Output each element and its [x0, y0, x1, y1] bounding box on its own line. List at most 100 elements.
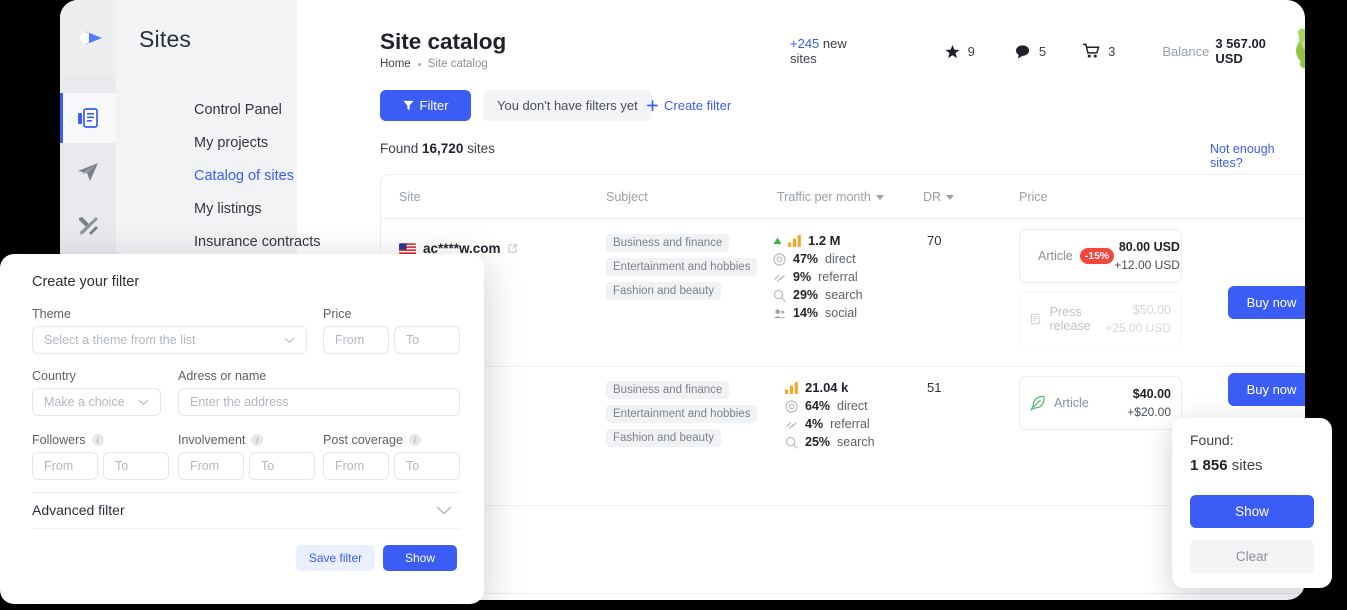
link-icon: [786, 421, 797, 429]
buy-now-button[interactable]: Buy now: [1228, 373, 1305, 406]
table-row[interactable]: [381, 506, 1305, 593]
chevron-down-icon: [138, 399, 149, 405]
messages-count: 5: [1038, 43, 1047, 59]
filter-button-label: Filter: [419, 98, 449, 113]
followers-label-text: Followers: [32, 433, 86, 447]
balance-dropdown[interactable]: Balance 3 567.00 USD: [1162, 36, 1305, 66]
followers-from-input[interactable]: From: [32, 452, 98, 480]
found-suffix: sites: [463, 141, 495, 156]
country-select[interactable]: Make a choice: [32, 388, 161, 416]
brand-logo[interactable]: [60, 0, 116, 76]
sidebar-item-control-panel[interactable]: Control Panel: [116, 93, 297, 126]
not-enough-sites-link[interactable]: Not enough sites?: [1210, 142, 1275, 170]
balance-value: 3 567.00 USD: [1215, 36, 1266, 66]
price-to-input[interactable]: To: [394, 326, 460, 354]
post-coverage-label: Post coverage i: [323, 433, 421, 447]
sidebar-item-insurance-contracts[interactable]: Insurance contracts: [116, 225, 321, 258]
no-filters-chip: You don't have filters yet: [483, 90, 652, 121]
sites-table: Site Subject Traffic per month DR Price: [380, 174, 1305, 594]
info-icon[interactable]: i: [91, 434, 104, 446]
price-label-text: Price: [323, 307, 352, 321]
app-window: Sites Control Panel My projects Catalog …: [60, 0, 1305, 600]
target-icon: [773, 252, 786, 266]
funnel-icon: [403, 100, 414, 111]
price-from-input[interactable]: From: [323, 326, 389, 354]
post-coverage-to-input[interactable]: To: [394, 452, 460, 480]
followers-to-input[interactable]: To: [103, 452, 169, 480]
traffic-bars-icon: [785, 381, 798, 394]
create-filter-button[interactable]: Create filter: [647, 90, 731, 121]
advanced-filter-toggle[interactable]: Advanced filter: [32, 502, 452, 518]
price-option-article[interactable]: Article $40.00 +$20.00: [1019, 376, 1182, 430]
traffic-label: direct: [837, 399, 868, 413]
dialog-show-button[interactable]: Show: [383, 545, 457, 571]
row-price-cell: Article $40.00 +$20.00: [1019, 376, 1182, 430]
sidebar-item-catalog-of-sites[interactable]: Catalog of sites: [116, 159, 297, 192]
traffic-value: 14%: [793, 306, 819, 320]
column-header-dr[interactable]: DR: [923, 190, 955, 204]
new-sites-count: +245: [790, 36, 820, 51]
avatar[interactable]: [1288, 23, 1305, 71]
traffic-bars-icon: [788, 234, 801, 247]
traffic-breakdown-row: 47% direct: [773, 252, 863, 266]
theme-select[interactable]: Select a theme from the list: [32, 326, 307, 354]
found-count-line: Found 16,720 sites: [380, 141, 495, 156]
found-popup-show-button[interactable]: Show: [1190, 495, 1314, 528]
price-main: 80.00 USD: [1118, 240, 1180, 254]
new-sites-indicator[interactable]: +245 new sites: [790, 36, 874, 66]
column-label: Traffic per month: [777, 190, 871, 204]
info-icon[interactable]: i: [251, 434, 264, 446]
table-row[interactable]: Trusted Business and finance Entertainme…: [381, 367, 1305, 506]
external-link-icon[interactable]: [507, 244, 517, 253]
address-input[interactable]: Enter the address: [178, 388, 460, 416]
rail-icon-control-panel[interactable]: [60, 93, 116, 143]
filter-button[interactable]: Filter: [380, 90, 471, 121]
found-popup-clear-button[interactable]: Clear: [1190, 540, 1314, 573]
price-option-press-release[interactable]: Press release $50.00 +25.00 USD: [1019, 292, 1182, 346]
traffic-value: 29%: [793, 288, 819, 302]
column-header-subject: Subject: [606, 190, 648, 204]
theme-label-text: Theme: [32, 307, 71, 321]
column-header-traffic[interactable]: Traffic per month: [777, 190, 884, 204]
post-coverage-label-text: Post coverage: [323, 433, 403, 447]
save-filter-button[interactable]: Save filter: [296, 545, 375, 571]
cart-stat[interactable]: 3: [1083, 43, 1115, 59]
price-main: $40.00: [1132, 387, 1171, 401]
buy-now-button[interactable]: Buy now: [1228, 286, 1305, 319]
table-header: Site Subject Traffic per month DR Price: [381, 175, 1305, 219]
traffic-value: 47%: [793, 252, 819, 266]
row-traffic-cell: 1.2 M 47% direct 9% referral 29%: [773, 233, 863, 320]
price-option-label: Press release: [1049, 305, 1091, 333]
traffic-label: referral: [830, 417, 870, 431]
no-filters-label: You don't have filters yet: [497, 98, 638, 113]
found-prefix: Found: [380, 141, 423, 156]
sidebar-item-my-projects[interactable]: My projects: [116, 126, 297, 159]
sidebar-item-my-listings[interactable]: My listings: [116, 192, 297, 225]
traffic-total-value: 1.2 M: [808, 233, 841, 248]
info-icon[interactable]: i: [408, 434, 421, 446]
people-icon: [773, 308, 786, 318]
traffic-breakdown-row: 14% social: [773, 306, 863, 320]
involvement-label: Involvement i: [178, 433, 264, 447]
price-values: 80.00 USD +12.00 USD: [1114, 238, 1180, 274]
traffic-total-value: 21.04 k: [805, 380, 849, 395]
involvement-to-input[interactable]: To: [249, 452, 315, 480]
favorites-stat[interactable]: 9: [945, 44, 975, 59]
price-sub: +25.00 USD: [1105, 321, 1171, 335]
involvement-from-input[interactable]: From: [178, 452, 244, 480]
price-option-article[interactable]: Article -15% 80.00 USD +12.00 USD: [1019, 229, 1182, 283]
rail-icon-tools[interactable]: [60, 201, 116, 251]
rail-icon-projects[interactable]: [60, 147, 116, 197]
site-link[interactable]: ac****w.com: [399, 241, 517, 256]
address-label: Adress or name: [178, 369, 266, 383]
subject-tag: Business and finance: [606, 234, 730, 252]
favorites-count: 9: [967, 43, 975, 59]
price-sub: +12.00 USD: [1114, 258, 1180, 272]
traffic-value: 4%: [805, 417, 824, 431]
table-row[interactable]: ac****w.com Trusted Business and finance…: [381, 219, 1305, 367]
sidebar-item-label: Catalog of sites: [194, 167, 294, 184]
breadcrumb-home[interactable]: Home: [380, 58, 411, 70]
messages-stat[interactable]: 5: [1015, 44, 1046, 59]
sidebar-item-label: Control Panel: [194, 101, 282, 118]
post-coverage-from-input[interactable]: From: [323, 452, 389, 480]
